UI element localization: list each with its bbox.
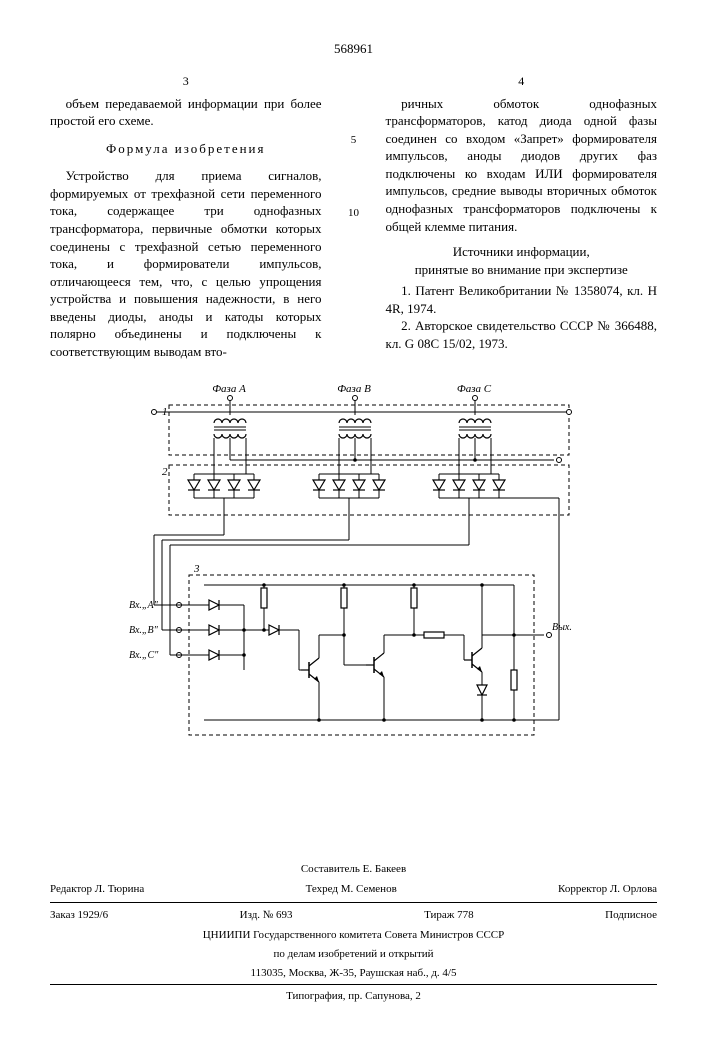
circuit-svg: Фаза A Фаза B Фаза C 1 2 — [114, 380, 594, 760]
phase-c-label: Фаза C — [456, 383, 491, 395]
input-c-label: Вх.„C" — [129, 650, 159, 661]
line-10: 10 — [348, 206, 359, 221]
left-column: 3 объем передаваемой информации при боле… — [50, 73, 322, 361]
source-2: 2. Авторское свидетельство СССР № 366488… — [386, 317, 658, 352]
order-num: Заказ 1929/6 — [50, 908, 108, 923]
doc-number: 568961 — [50, 40, 657, 58]
col-num-left: 3 — [50, 73, 322, 89]
left-para-1: объем передаваемой информации при более … — [50, 95, 322, 130]
right-column: 4 ричных обмоток однофазных трансформато… — [386, 73, 658, 361]
phase-b-label: Фаза B — [337, 383, 371, 395]
diode-bank — [188, 474, 505, 498]
right-para-1: ричных обмоток однофазных трансформаторо… — [386, 95, 658, 235]
corrector: Корректор Л. Орлова — [558, 882, 657, 897]
izd-num: Изд. № 693 — [240, 908, 293, 923]
phase-a-label: Фаза A — [212, 383, 246, 395]
formula-title: Формула изобретения — [50, 140, 322, 158]
source-1: 1. Патент Великобритании № 1358074, кл. … — [386, 282, 658, 317]
circuit-diagram: Фаза A Фаза B Фаза C 1 2 — [50, 380, 657, 760]
col-num-right: 4 — [386, 73, 658, 89]
org-line-1: ЦНИИПИ Государственного комитета Совета … — [50, 926, 657, 945]
output-label: Вых. — [552, 622, 572, 633]
footer: Составитель Е. Бакеев Редактор Л. Тюрина… — [50, 860, 657, 1006]
printer: Типография, пр. Сапунова, 2 — [50, 987, 657, 1006]
sources-title: Источники информации,принятые во внимани… — [386, 243, 658, 278]
block-2-label: 2 — [162, 466, 168, 478]
compiler: Составитель Е. Бакеев — [50, 860, 657, 879]
tirazh: Тираж 778 — [424, 908, 474, 923]
line-5: 5 — [351, 133, 357, 151]
block-3-label: 3 — [193, 563, 200, 575]
line-numbers: 5 10 — [347, 73, 361, 361]
left-para-2: Устройство для приема сигналов, формируе… — [50, 167, 322, 360]
org-line-2: по делам изобретений и открытий — [50, 945, 657, 964]
editor: Редактор Л. Тюрина — [50, 882, 144, 897]
text-columns: 3 объем передаваемой информации при боле… — [50, 73, 657, 361]
tech-editor: Техред М. Семенов — [306, 882, 397, 897]
address: 113035, Москва, Ж-35, Раушская наб., д. … — [50, 964, 657, 983]
subscription: Подписное — [605, 908, 657, 923]
input-b-label: Вх.„B" — [129, 625, 159, 636]
